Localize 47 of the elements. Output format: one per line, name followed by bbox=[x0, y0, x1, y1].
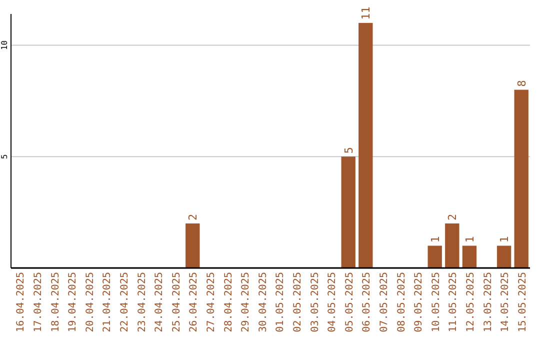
bar bbox=[186, 223, 200, 268]
data-label: 8 bbox=[515, 80, 528, 87]
x-tick-label: 09.05.2025 bbox=[414, 272, 425, 332]
data-label: 1 bbox=[428, 236, 442, 243]
x-tick-label: 24.04.2025 bbox=[154, 272, 166, 332]
data-label: 5 bbox=[342, 146, 356, 154]
x-tick-label: 29.04.2025 bbox=[240, 272, 252, 332]
bar bbox=[341, 156, 356, 268]
x-tick-label: 01.05.2025 bbox=[275, 272, 286, 332]
data-label: 1 bbox=[498, 236, 512, 243]
x-tick-label: 22.04.2025 bbox=[119, 272, 130, 332]
x-tick-label: 27.04.2025 bbox=[206, 272, 217, 332]
x-tick-label: 02.05.2025 bbox=[292, 272, 304, 332]
y-tick-label: 10 bbox=[0, 40, 9, 50]
x-tick-label: 04.05.2025 bbox=[327, 272, 338, 332]
x-tick-label: 15.05.2025 bbox=[517, 272, 528, 332]
x-tick-label: 17.04.2025 bbox=[32, 272, 44, 332]
x-tick-label: 26.04.2025 bbox=[188, 272, 200, 332]
x-tick-label: 11.05.2025 bbox=[448, 272, 460, 332]
x-tick-label: 07.05.2025 bbox=[378, 272, 390, 332]
x-tick-label: 20.04.2025 bbox=[84, 272, 96, 332]
x-tick-label: 06.05.2025 bbox=[362, 272, 373, 332]
x-tick-label: 13.05.2025 bbox=[482, 272, 494, 332]
x-tick-label: 23.04.2025 bbox=[136, 272, 148, 332]
x-tick-label: 03.05.2025 bbox=[310, 272, 321, 332]
bar bbox=[358, 22, 373, 268]
data-label: 2 bbox=[446, 214, 460, 220]
x-tick-label: 19.04.2025 bbox=[68, 272, 79, 332]
bar bbox=[514, 90, 528, 268]
data-label: 2 bbox=[186, 214, 200, 220]
x-tick-label: 28.04.2025 bbox=[223, 272, 234, 332]
bar bbox=[428, 246, 442, 268]
x-tick-label: 12.05.2025 bbox=[465, 272, 476, 332]
x-tick-label: 16.04.2025 bbox=[16, 272, 27, 332]
bar bbox=[462, 246, 477, 268]
data-label: 1 bbox=[463, 236, 476, 243]
bar bbox=[445, 223, 460, 268]
x-tick-label: 18.04.2025 bbox=[50, 272, 62, 332]
x-tick-label: 10.05.2025 bbox=[430, 272, 442, 332]
x-tick-label: 30.04.2025 bbox=[258, 272, 269, 332]
x-tick-label: 21.04.2025 bbox=[102, 272, 114, 332]
x-tick-label: 14.05.2025 bbox=[500, 272, 512, 332]
bar bbox=[496, 246, 512, 268]
x-tick-label: 05.05.2025 bbox=[344, 272, 356, 332]
data-label: 11 bbox=[360, 6, 373, 20]
x-tick-label: 08.05.2025 bbox=[396, 272, 408, 332]
x-tick-label: 25.04.2025 bbox=[171, 272, 182, 332]
